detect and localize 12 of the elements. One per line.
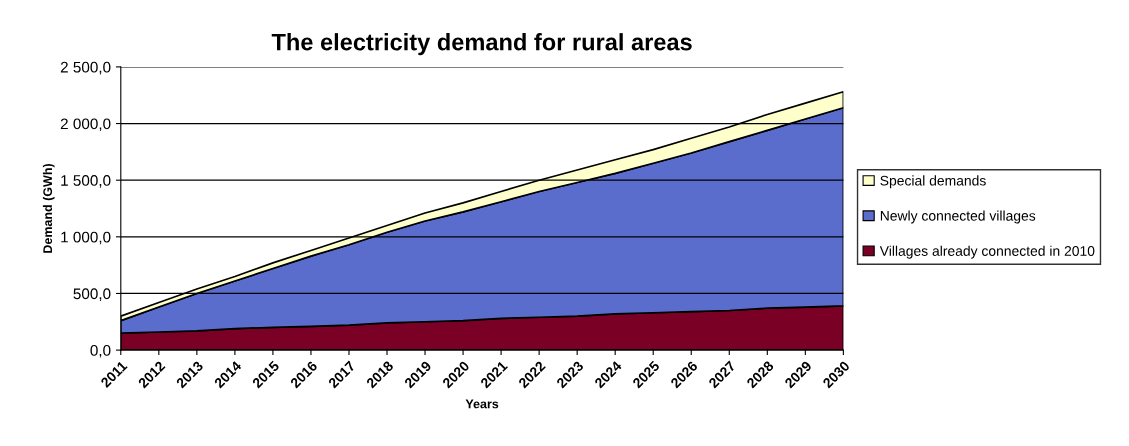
legend-label: Newly connected villages — [880, 210, 1036, 224]
y-tick-label: 500,0 — [73, 288, 111, 301]
y-axis-title: Demand (GWh) — [42, 163, 55, 253]
y-tick-label: 1 500,0 — [61, 175, 111, 188]
legend-label: Villages already connected in 2010 — [879, 245, 1095, 259]
chart-title: The electricity demand for rural areas — [271, 33, 692, 56]
x-axis-title: Years — [465, 399, 499, 409]
y-tick-label: 2 000,0 — [60, 118, 111, 132]
y-tick-label: 0,0 — [90, 344, 111, 358]
y-tick-label: 2 500,0 — [60, 61, 111, 75]
y-tick-label: 1 000,0 — [61, 231, 111, 245]
legend-label: Special demands — [880, 175, 986, 189]
